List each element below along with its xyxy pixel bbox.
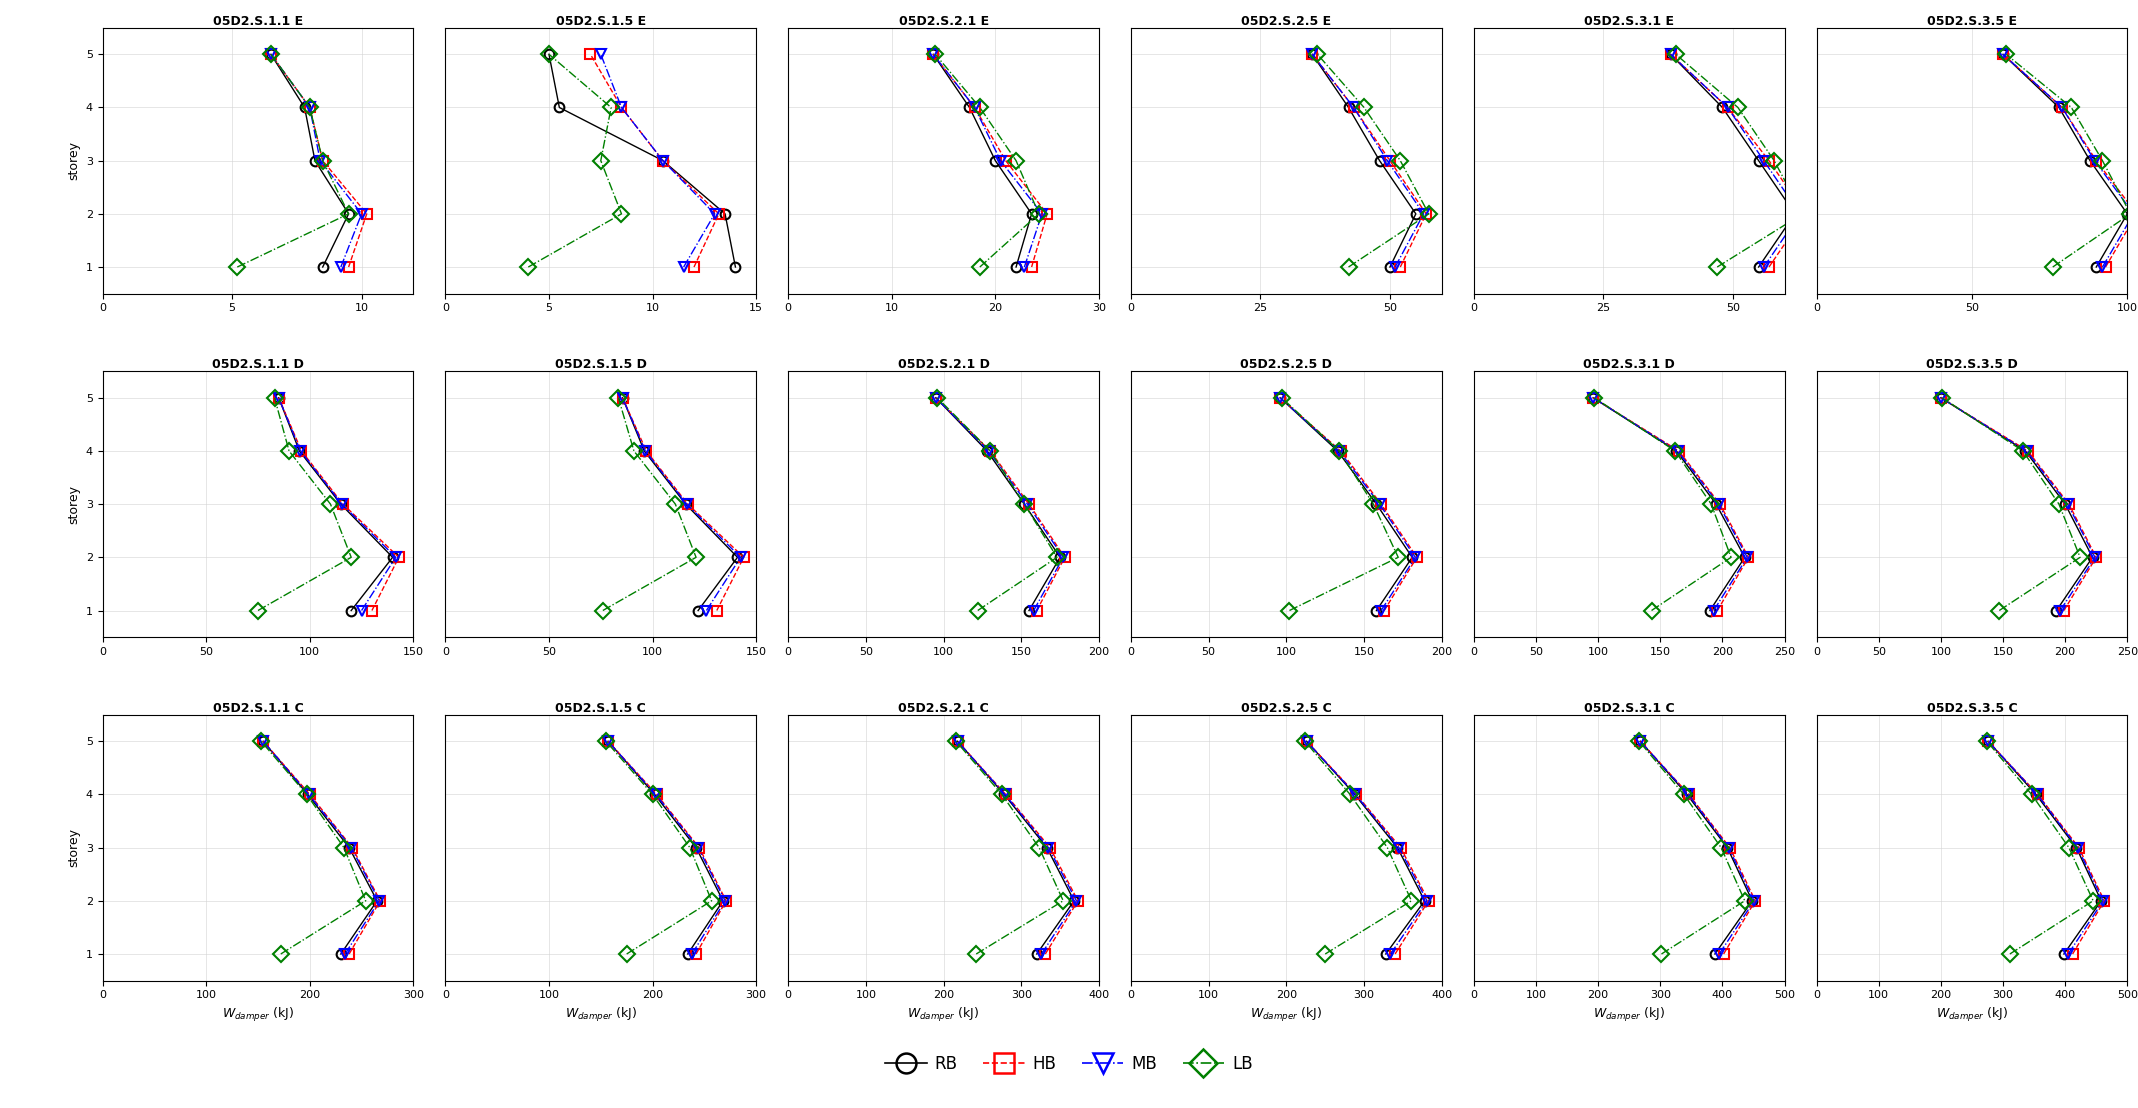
- Title: 05D2.S.2.1 E: 05D2.S.2.1 E: [898, 14, 988, 28]
- X-axis label: $W_{damper}$ (kJ): $W_{damper}$ (kJ): [222, 1006, 295, 1024]
- Title: 05D2.S.1.1 E: 05D2.S.1.1 E: [214, 14, 304, 28]
- Title: 05D2.S.2.5 E: 05D2.S.2.5 E: [1242, 14, 1332, 28]
- Title: 05D2.S.3.1 C: 05D2.S.3.1 C: [1584, 701, 1674, 715]
- X-axis label: $W_{damper}$ (kJ): $W_{damper}$ (kJ): [1593, 1006, 1666, 1024]
- X-axis label: $W_{damper}$ (kJ): $W_{damper}$ (kJ): [1935, 1006, 2008, 1024]
- Y-axis label: storey: storey: [66, 484, 81, 524]
- Title: 05D2.S.3.1 D: 05D2.S.3.1 D: [1584, 358, 1674, 371]
- Y-axis label: storey: storey: [66, 828, 81, 868]
- Legend: RB, HB, MB, LB: RB, HB, MB, LB: [879, 1048, 1259, 1079]
- Title: 05D2.S.2.5 C: 05D2.S.2.5 C: [1240, 701, 1332, 715]
- Y-axis label: storey: storey: [66, 141, 81, 181]
- X-axis label: $W_{damper}$ (kJ): $W_{damper}$ (kJ): [907, 1006, 979, 1024]
- X-axis label: $W_{damper}$ (kJ): $W_{damper}$ (kJ): [1251, 1006, 1323, 1024]
- Title: 05D2.S.2.1 D: 05D2.S.2.1 D: [898, 358, 990, 371]
- X-axis label: $W_{damper}$ (kJ): $W_{damper}$ (kJ): [564, 1006, 637, 1024]
- Title: 05D2.S.1.5 E: 05D2.S.1.5 E: [556, 14, 646, 28]
- Title: 05D2.S.2.1 C: 05D2.S.2.1 C: [898, 701, 990, 715]
- Title: 05D2.S.3.1 E: 05D2.S.3.1 E: [1584, 14, 1674, 28]
- Title: 05D2.S.1.1 C: 05D2.S.1.1 C: [212, 701, 304, 715]
- Title: 05D2.S.2.5 D: 05D2.S.2.5 D: [1240, 358, 1332, 371]
- Title: 05D2.S.3.5 C: 05D2.S.3.5 C: [1926, 701, 2018, 715]
- Title: 05D2.S.1.1 D: 05D2.S.1.1 D: [212, 358, 304, 371]
- Title: 05D2.S.3.5 D: 05D2.S.3.5 D: [1926, 358, 2018, 371]
- Title: 05D2.S.1.5 D: 05D2.S.1.5 D: [556, 358, 646, 371]
- Title: 05D2.S.3.5 E: 05D2.S.3.5 E: [1926, 14, 2016, 28]
- Title: 05D2.S.1.5 C: 05D2.S.1.5 C: [556, 701, 646, 715]
